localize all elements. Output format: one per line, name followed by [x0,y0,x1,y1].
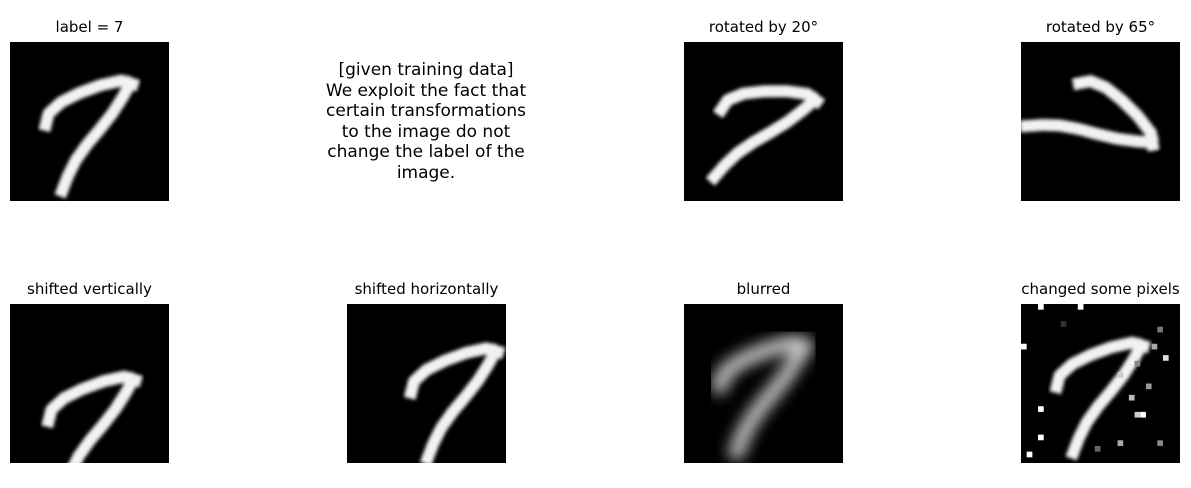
panel-title: shifted horizontally [354,280,499,298]
panel-title: rotated by 65° [1045,18,1156,36]
caption-line: We exploit the fact that [325,80,527,101]
digit-image-rotated-65 [1021,42,1180,201]
digit-image-shifted-horizontal [347,304,506,463]
panel-title: changed some pixels [1021,280,1180,298]
digit-image-blurred [684,304,843,463]
panel-title: label = 7 [55,18,124,36]
panel-title: rotated by 20° [708,18,819,36]
caption-line: [given training data] [338,60,514,80]
panel-title: blurred [736,280,791,298]
caption-line: image. [396,162,456,183]
digit-image-shifted-vertical [10,304,169,463]
digit-image-rotated-20 [684,42,843,201]
caption-line: change the label of the [327,142,525,162]
explanation-caption: [given training data] We exploit the fac… [296,60,556,183]
panel-title: shifted vertically [27,280,152,298]
digit-image-noisy [1021,304,1180,463]
digit-image-original [10,42,169,201]
caption-line: certain transformations [326,101,526,121]
caption-line: to the image do not [341,121,511,142]
